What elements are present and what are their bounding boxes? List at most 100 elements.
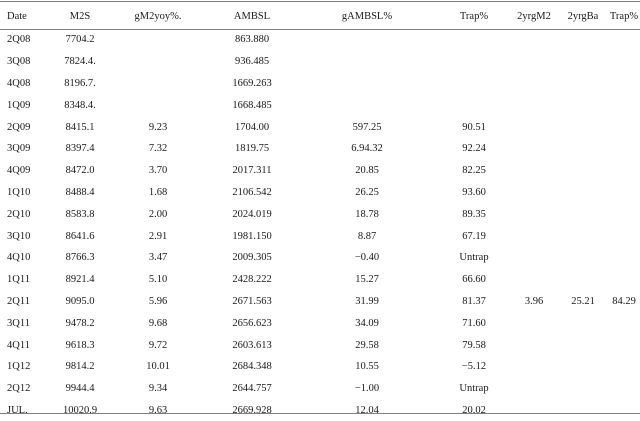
m2s-cell: 8921.4 [65,274,95,286]
m2s-cell: 9618.3 [65,339,95,351]
gm2yoy-cell: 5.10 [148,274,168,286]
trap-2yr-cell [608,138,640,160]
yrgba-cell [558,160,608,182]
date-cell: 2Q12 [7,383,31,395]
ambsl-cell: 1819.75 [234,143,270,155]
yrgm2-cell [510,356,558,378]
ambsl-cell: 2017.311 [232,165,272,177]
table-row: 2Q12 9944.4 9.34 2644.757 −1.00 Untrap [0,378,640,400]
m2s-cell: 8415.1 [65,121,95,133]
gambsl-cell [296,73,438,95]
trap-cell [438,94,510,116]
trap-2yr-cell [608,356,640,378]
table-row: 2Q09 8415.1 9.23 1704.00 597.25 90.51 [0,116,640,138]
trap-cell: 82.25 [462,165,486,177]
trap-cell [438,29,510,51]
yrgm2-cell [510,29,558,51]
table-row: 4Q10 8766.3 3.47 2009.305 −0.40 Untrap [0,247,640,269]
ambsl-cell: 936.485 [234,56,270,68]
ambsl-cell: 1669.263 [232,77,272,89]
column-header-gm2yoy: gM2yoy%. [134,10,182,22]
column-header-trap-2yr: Trap% [609,10,639,22]
ambsl-cell: 1981.150 [232,230,272,242]
m2s-cell: 8196.7. [64,77,96,89]
trap-2yr-cell [608,247,640,269]
date-cell: 2Q08 [7,34,31,46]
gm2yoy-cell: 9.68 [148,317,168,329]
gambsl-cell: 597.25 [352,121,382,133]
gambsl-cell: 26.25 [355,186,379,198]
table-header-rule [0,29,640,30]
date-cell: 4Q11 [7,339,30,351]
yrgm2-cell [510,312,558,334]
column-header-trap: Trap% [459,10,489,22]
date-cell: 2Q11 [7,295,30,307]
trap-cell: 71.60 [462,317,486,329]
quarterly-data-table: Date M2S gM2yoy%. AMBSL gAMBSL% Trap% 2y… [0,3,640,421]
gambsl-cell: 18.78 [355,208,379,220]
yrgm2-cell [510,94,558,116]
gm2yoy-cell: 2.00 [148,208,168,220]
m2s-cell: 8766.3 [65,252,95,264]
yrgba-cell [558,334,608,356]
gm2yoy-cell: 9.63 [148,404,168,416]
gm2yoy-cell: 2.91 [148,230,168,242]
table-top-rule [0,1,640,2]
trap-cell: 81.37 [462,295,486,307]
m2s-cell: 8348.4. [64,99,96,111]
gambsl-cell: 6.94.32 [351,143,383,155]
trap-2yr-cell [608,182,640,204]
trap-2yr-cell [608,203,640,225]
yrgba-cell: 25.21 [571,295,595,307]
gm2yoy-cell: 1.68 [148,186,168,198]
table-row: 1Q09 8348.4. 1668.485 [0,94,640,116]
date-cell: 4Q09 [7,165,31,177]
gm2yoy-cell [108,94,208,116]
yrgm2-cell [510,334,558,356]
trap-cell: Untrap [459,252,489,264]
date-cell: 3Q09 [7,143,31,155]
trap-2yr-cell [608,312,640,334]
table-row: 4Q08 8196.7. 1669.263 [0,73,640,95]
table-row: 1Q11 8921.4 5.10 2428.222 15.27 66.60 [0,269,640,291]
yrgm2-cell [510,51,558,73]
table-row: 3Q09 8397.4 7.32 1819.75 6.94.32 92.24 [0,138,640,160]
trap-cell: 67.19 [462,230,486,242]
gambsl-cell: 29.58 [355,339,379,351]
date-cell: 1Q11 [7,274,30,286]
m2s-cell: 8397.4 [65,143,95,155]
gambsl-cell: 20.85 [355,165,379,177]
table-row: 2Q11 9095.0 5.96 2671.563 31.99 81.37 3.96 25.2… [0,291,640,313]
yrgba-cell [558,73,608,95]
trap-cell: 66.60 [462,274,486,286]
table-row: 4Q11 9618.3 9.72 2603.613 29.58 79.58 [0,334,640,356]
column-header-date: Date [7,10,27,22]
m2s-cell: 10020.9 [62,404,98,416]
date-cell: 3Q08 [7,56,31,68]
trap-2yr-cell [608,116,640,138]
ambsl-cell: 1704.00 [234,121,270,133]
gambsl-cell: 8.87 [357,230,377,242]
yrgm2-cell [510,73,558,95]
trap-2yr-cell [608,94,640,116]
yrgm2-cell [510,378,558,400]
gm2yoy-cell [108,73,208,95]
trap-cell: 92.24 [462,143,486,155]
trap-cell: 89.35 [462,208,486,220]
trap-cell: −5.12 [461,361,487,373]
gm2yoy-cell [108,29,208,51]
date-cell: 1Q09 [7,99,31,111]
trap-2yr-cell [608,225,640,247]
trap-2yr-cell [608,73,640,95]
m2s-cell: 9944.4 [65,383,95,395]
date-cell: 3Q10 [7,230,31,242]
column-header-gambsl: gAMBSL% [341,10,393,22]
m2s-cell: 8583.8 [65,208,95,220]
trap-2yr-cell [608,334,640,356]
yrgm2-cell [510,160,558,182]
yrgba-cell [558,225,608,247]
yrgm2-cell [510,138,558,160]
column-header-ambsl: AMBSL [233,10,271,22]
date-cell: 4Q10 [7,252,31,264]
